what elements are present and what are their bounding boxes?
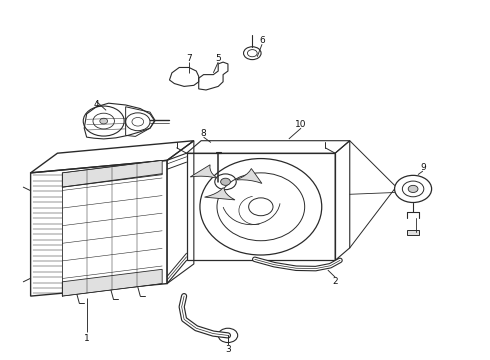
Polygon shape: [237, 168, 262, 184]
Text: 6: 6: [259, 36, 265, 45]
Circle shape: [408, 185, 418, 193]
Polygon shape: [204, 188, 235, 200]
Circle shape: [100, 118, 108, 124]
Text: 3: 3: [225, 345, 231, 354]
Text: 9: 9: [420, 163, 426, 172]
Text: 7: 7: [186, 54, 192, 63]
Circle shape: [220, 178, 230, 185]
Polygon shape: [62, 160, 162, 187]
Text: 10: 10: [295, 120, 307, 129]
Text: 8: 8: [201, 129, 206, 138]
Text: 1: 1: [84, 334, 90, 343]
Text: 5: 5: [215, 54, 221, 63]
Polygon shape: [62, 269, 162, 296]
Polygon shape: [190, 165, 217, 178]
Text: 4: 4: [94, 100, 99, 109]
Text: 2: 2: [332, 277, 338, 286]
Bar: [407, 230, 419, 235]
